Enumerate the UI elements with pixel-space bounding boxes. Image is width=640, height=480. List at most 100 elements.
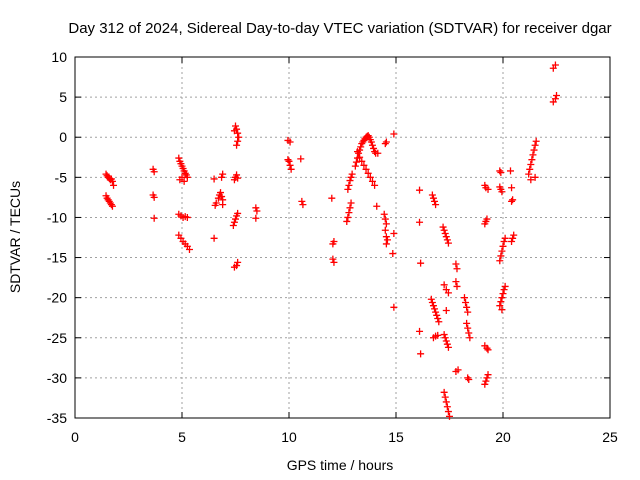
data-point <box>219 170 227 178</box>
x-tick-label: 15 <box>388 429 404 445</box>
data-point <box>218 193 226 201</box>
data-point <box>484 185 492 193</box>
data-point <box>441 229 449 237</box>
data-point <box>509 196 517 204</box>
data-point <box>348 170 356 178</box>
data-point <box>508 197 516 205</box>
data-point <box>329 255 337 263</box>
data-point <box>435 318 443 326</box>
data-point <box>390 303 398 311</box>
y-tick-label: -30 <box>47 370 67 386</box>
data-point <box>441 334 449 342</box>
data-point <box>531 173 539 181</box>
data-point <box>500 238 508 246</box>
x-tick-label: 25 <box>602 429 618 445</box>
data-point <box>150 168 158 176</box>
chart-title: Day 312 of 2024, Sidereal Day-to-day VTE… <box>68 20 611 37</box>
data-point <box>453 282 461 290</box>
y-tick-label: -20 <box>47 290 67 306</box>
data-point <box>497 169 505 177</box>
y-axis-label: SDTVAR / TECUs <box>7 181 23 293</box>
data-point <box>214 194 222 202</box>
data-point <box>234 129 242 137</box>
data-point <box>219 201 227 209</box>
data-point <box>347 199 355 207</box>
data-point <box>373 202 381 210</box>
data-point <box>434 315 442 323</box>
data-point <box>150 193 158 201</box>
data-point <box>439 223 447 231</box>
data-point <box>368 177 376 185</box>
data-point <box>463 319 471 327</box>
x-tick-label: 5 <box>178 429 186 445</box>
data-point <box>498 188 506 196</box>
data-point <box>345 209 353 217</box>
data-point <box>432 308 440 316</box>
data-point <box>382 240 390 248</box>
data-point <box>497 252 505 260</box>
y-tick-label: -25 <box>47 330 67 346</box>
data-point <box>286 161 294 169</box>
data-point <box>364 169 372 177</box>
data-point <box>381 226 389 234</box>
data-point <box>218 173 226 181</box>
x-tick-label: 10 <box>281 429 297 445</box>
x-tick-label: 0 <box>71 429 79 445</box>
data-point <box>252 214 260 222</box>
data-point <box>110 181 118 189</box>
data-point <box>343 217 351 225</box>
data-point <box>464 374 472 382</box>
data-point <box>453 265 461 273</box>
data-point <box>440 331 448 339</box>
data-point <box>352 158 360 166</box>
data-point <box>368 141 376 149</box>
data-point <box>366 173 374 181</box>
data-point <box>527 160 535 168</box>
data-point <box>444 239 452 247</box>
data-point <box>357 143 365 151</box>
data-point <box>364 132 372 140</box>
data-point <box>371 148 379 156</box>
y-tick-label: 5 <box>59 89 67 105</box>
data-point <box>416 186 424 194</box>
data-point <box>434 331 442 339</box>
data-point <box>529 151 537 159</box>
data-point <box>443 340 451 348</box>
data-point <box>287 165 295 173</box>
data-point <box>371 181 379 189</box>
data-point <box>446 412 453 420</box>
data-point <box>442 398 450 406</box>
data-point <box>498 294 506 302</box>
data-point <box>217 189 225 197</box>
data-point <box>284 156 292 164</box>
data-point <box>233 141 241 149</box>
data-point <box>508 184 516 192</box>
data-point <box>483 374 491 382</box>
data-point <box>460 294 468 302</box>
data-point <box>441 393 449 401</box>
data-point <box>233 262 241 270</box>
data-point <box>551 95 559 103</box>
data-point <box>381 215 389 223</box>
data-point <box>150 214 158 222</box>
data-point <box>466 334 474 342</box>
data-point <box>367 138 375 146</box>
data-point <box>465 375 473 383</box>
data-point <box>429 194 437 202</box>
data-point <box>212 199 220 207</box>
data-point <box>107 201 115 209</box>
data-point <box>483 344 491 352</box>
data-point <box>509 234 517 242</box>
y-tick-label: -5 <box>55 169 68 185</box>
data-point <box>390 130 398 138</box>
data-point <box>351 162 359 170</box>
data-point <box>108 177 116 185</box>
data-point <box>440 281 448 289</box>
data-point <box>444 408 452 416</box>
data-point <box>444 289 452 297</box>
data-point <box>380 210 388 218</box>
data-point <box>230 218 238 226</box>
data-point <box>183 213 191 221</box>
data-point <box>286 138 294 146</box>
plot-frame <box>74 56 611 419</box>
